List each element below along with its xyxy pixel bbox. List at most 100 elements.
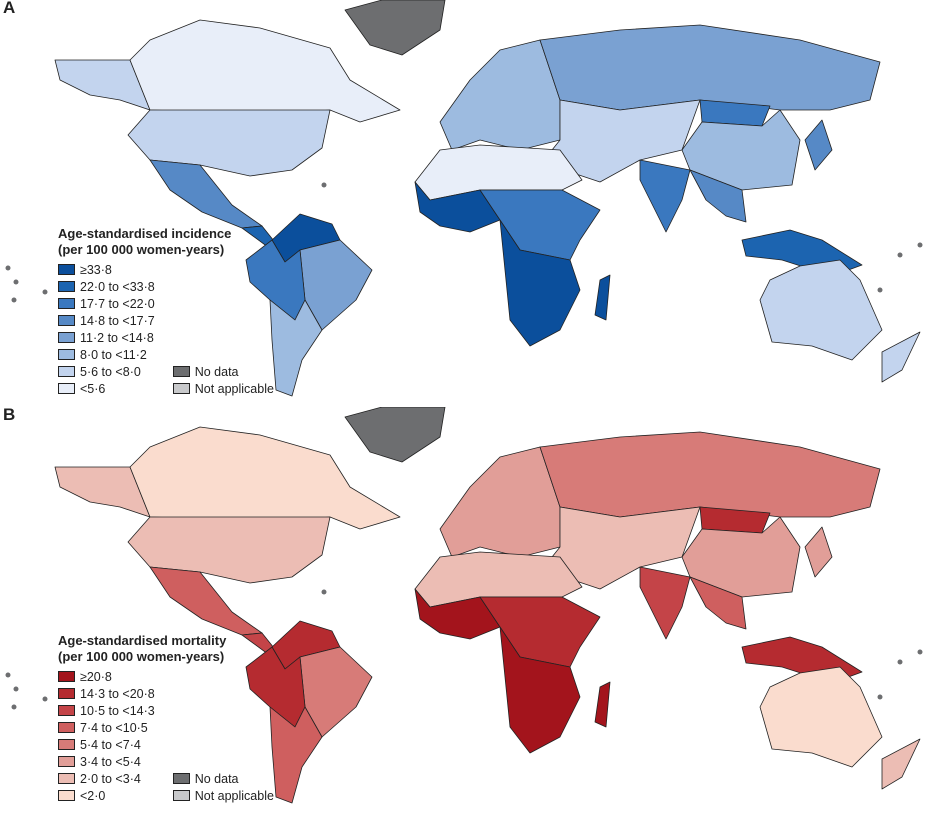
legend-item: <2·0 [58,787,155,804]
region-europe [439,446,561,558]
legend-title-line: Age-standardised mortality [58,633,227,648]
legend-label: Not applicable [194,381,274,396]
legend-label: 14·8 to <17·7 [80,313,155,328]
legend-swatch [58,366,75,377]
legend-item: 14·3 to <20·8 [58,685,155,702]
region-china [681,516,801,598]
region-greenland [344,407,446,463]
region-greenland [344,0,446,56]
region-east-central-africa [479,596,601,668]
region-new-zealand [881,738,921,790]
region-russia [539,431,881,518]
legend-label: 10·5 to <14·3 [80,703,155,718]
legend-label: 7·4 to <10·5 [80,720,148,735]
legend-item: 5·6 to <8·0 [58,363,155,380]
region-southern-africa [499,219,581,347]
island-marker [11,704,17,710]
legend-label: No data [194,364,239,379]
region-south-cone [269,706,323,804]
legend-item: 11·2 to <14·8 [58,329,155,346]
legend-special: No data Not applicable [172,668,274,804]
legend-classes: ≥20·8 14·3 to <20·8 10·5 to <14·3 7·4 to <1… [58,668,155,804]
legend-label: 8·0 to <11·2 [80,347,147,362]
legend-item: 2·0 to <3·4 [58,770,155,787]
island-marker [917,242,923,248]
legend-item: 7·4 to <10·5 [58,719,155,736]
legend-item: 14·8 to <17·7 [58,312,155,329]
region-west-africa [414,588,501,640]
region-canada [129,19,401,123]
legend-swatch [172,790,190,801]
legend-label: 5·6 to <8·0 [80,364,141,379]
legend-item: Not applicable [172,787,274,804]
region-australia [759,259,883,361]
legend-label: 3·4 to <5·4 [80,754,141,769]
region-europe [439,39,561,151]
region-southeast-asia [689,576,747,630]
island-marker [13,279,19,285]
island-marker [321,589,327,595]
island-marker [897,252,903,258]
legend-swatch [172,366,190,377]
panel-label: B [3,405,16,424]
region-southern-africa [499,626,581,754]
legend-title: Age-standardised mortality (per 100 000 … [58,633,274,665]
legend-label: 5·4 to <7·4 [80,737,141,752]
legend-swatch [58,349,75,360]
legend-item: 3·4 to <5·4 [58,753,155,770]
region-central-asia [551,506,701,590]
legend-label: <2·0 [80,788,106,803]
legend-item: <5·6 [58,380,155,397]
legend-item: 8·0 to <11·2 [58,346,155,363]
island-marker [877,287,883,293]
legend-label: 2·0 to <3·4 [80,771,141,786]
region-madagascar [594,681,611,728]
region-australia [759,666,883,768]
island-marker [917,649,923,655]
legend-title-line: (per 100 000 women-years) [58,242,225,257]
mortality-world-map [5,407,923,804]
legend-item: 5·4 to <7·4 [58,736,155,753]
region-china [681,109,801,191]
legend-swatch [58,671,75,682]
region-madagascar [594,274,611,321]
region-new-zealand [881,331,921,383]
region-central-asia [551,99,701,183]
incidence-map-panel: A Age-standardised incidence (per 100 00… [3,0,923,397]
legend-label: No data [194,771,239,786]
legend-title: Age-standardised incidence (per 100 000 … [58,226,274,258]
mortality-legend: Age-standardised mortality (per 100 000 … [58,633,274,804]
legend-label: Not applicable [194,788,274,803]
legend-swatch [58,281,75,292]
island-marker [321,182,327,188]
legend-title-line: Age-standardised incidence [58,226,232,241]
legend-item: No data [172,363,274,380]
legend-title-line: (per 100 000 women-years) [58,649,225,664]
legend-item: ≥33·8 [58,261,155,278]
legend-item: 22·0 to <33·8 [58,278,155,295]
region-india [639,159,691,233]
legend-item: Not applicable [172,380,274,397]
region-west-africa [414,181,501,233]
legend-swatch [58,773,75,784]
legend-swatch [58,298,75,309]
region-southeast-asia [689,169,747,223]
legend-label: 14·3 to <20·8 [80,686,155,701]
panel-label: A [3,0,16,17]
legend-swatch [58,756,75,767]
legend-label: ≥20·8 [80,669,112,684]
island-marker [42,289,48,295]
region-india [639,566,691,640]
legend-label: 17·7 to <22·0 [80,296,155,311]
island-marker [877,694,883,700]
legend-item: No data [172,770,274,787]
island-marker [5,672,11,678]
island-marker [897,659,903,665]
legend-swatch [58,722,75,733]
region-east-central-africa [479,189,601,261]
legend-special: No data Not applicable [172,261,274,397]
legend-label: 11·2 to <14·8 [80,330,154,345]
island-marker [13,686,19,692]
region-japan [804,119,833,171]
legend-item: ≥20·8 [58,668,155,685]
